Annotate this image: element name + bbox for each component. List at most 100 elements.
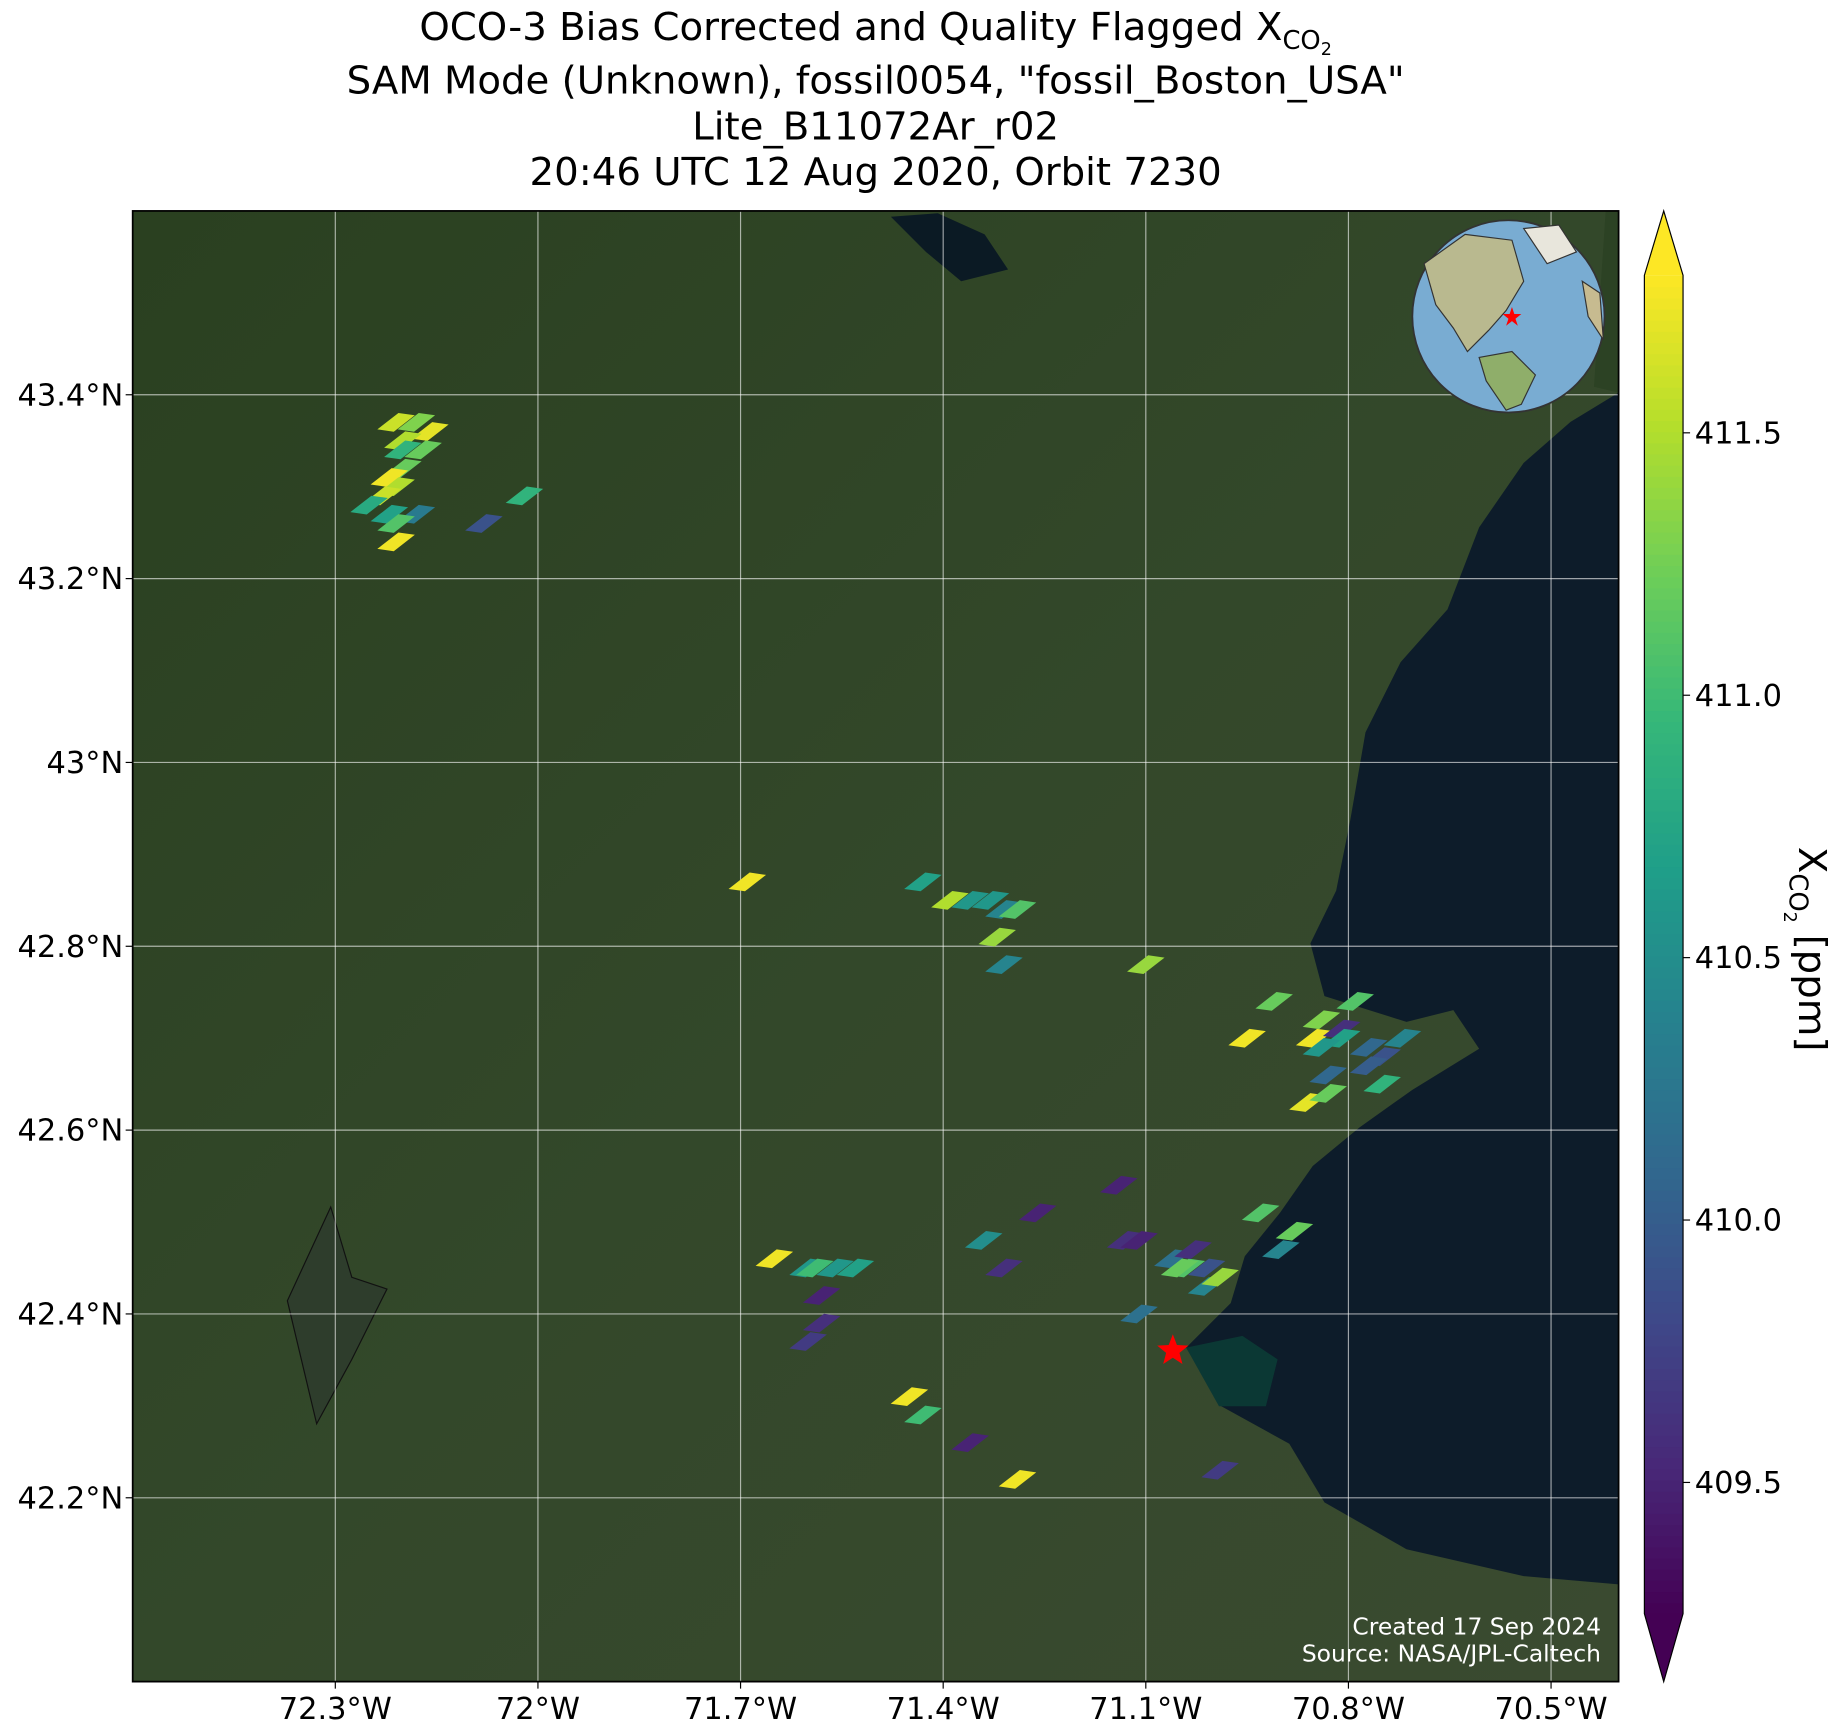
globe-land	[1522, 224, 1578, 265]
sounding	[1201, 1267, 1239, 1287]
colorbar-extend	[1644, 1613, 1684, 1682]
sounding	[384, 440, 422, 460]
colorbar-label: XCO2 [ppm]	[1779, 847, 1834, 1052]
y-tick-label: 43°N	[47, 746, 124, 781]
colorbar-step	[1644, 1479, 1684, 1492]
sounding	[1349, 1056, 1388, 1076]
colorbar-step	[1644, 1569, 1684, 1581]
sounding	[789, 1332, 827, 1351]
y-tick-label: 42.6°N	[17, 1114, 123, 1149]
sounding	[1309, 1083, 1347, 1103]
colorbar-step	[1644, 766, 1684, 778]
sounding	[1201, 1460, 1239, 1480]
sounding	[377, 532, 415, 552]
sounding	[890, 1387, 929, 1407]
sounding	[1349, 1038, 1388, 1057]
colorbar-step	[1644, 777, 1684, 790]
colorbar-step	[1644, 386, 1684, 399]
sounding	[971, 890, 1010, 910]
colorbar-step	[1644, 353, 1684, 366]
colorbar-step	[1644, 844, 1684, 857]
globe-land	[1423, 233, 1525, 353]
colorbar-step	[1644, 1535, 1684, 1548]
sounding	[377, 412, 415, 432]
colorbar-step	[1644, 799, 1684, 812]
colorbar-tick-label: 410.5	[1695, 941, 1782, 976]
colorbar-step	[1644, 319, 1684, 332]
colorbar-tick-label: 411.0	[1695, 679, 1782, 714]
sounding	[1100, 1175, 1138, 1195]
globe-land	[1581, 280, 1604, 341]
globe-marker	[1502, 307, 1522, 326]
sounding	[951, 1433, 989, 1453]
colorbar-step	[1644, 732, 1684, 745]
sounding	[1120, 1231, 1158, 1250]
sounding	[985, 900, 1023, 919]
colorbar-step	[1644, 1312, 1684, 1325]
colorbar-step	[1644, 1022, 1684, 1035]
label-subscript: 2	[1779, 912, 1799, 923]
grid	[132, 210, 1619, 1682]
colorbar-step	[1644, 275, 1684, 288]
chart-title: OCO-3 Bias Corrected and Quality Flagged…	[419, 5, 1332, 60]
sounding	[1255, 992, 1293, 1011]
colorbar-step	[1644, 1457, 1684, 1470]
sounding	[1120, 1304, 1158, 1324]
sounding	[985, 1258, 1023, 1278]
colorbar-step	[1644, 1089, 1684, 1102]
colorbar-step	[1644, 1401, 1684, 1414]
title-subscript: 2	[1321, 40, 1332, 60]
colorbar-step	[1644, 1557, 1684, 1570]
colorbar-step	[1644, 1201, 1684, 1213]
colorbar-step	[1644, 821, 1684, 834]
colorbar-step	[1644, 899, 1684, 912]
colorbar-step	[1644, 1122, 1684, 1135]
colorbar-step	[1644, 621, 1684, 633]
sounding	[370, 504, 409, 524]
sounding	[1383, 1028, 1422, 1048]
sounding	[998, 1470, 1037, 1489]
colorbar-step	[1644, 632, 1684, 645]
colorbar-step	[1644, 1111, 1684, 1124]
colorbar-step	[1644, 1435, 1684, 1448]
colorbar-step	[1644, 1100, 1684, 1113]
lake	[890, 213, 1009, 282]
colorbar-step	[1644, 1212, 1684, 1225]
colorbar-step	[1644, 643, 1684, 656]
annotation: Created 17 Sep 2024	[1352, 1613, 1601, 1641]
sounding	[370, 468, 409, 487]
colorbar-step	[1644, 431, 1684, 444]
sounding	[802, 1286, 841, 1305]
colorbar-step	[1644, 1067, 1684, 1080]
colorbar-step	[1644, 1234, 1684, 1247]
colorbar-step	[1644, 1345, 1684, 1358]
colorbar-step	[1644, 955, 1684, 968]
colorbar-step	[1644, 487, 1684, 500]
sounding	[1174, 1240, 1212, 1259]
colorbar-step	[1644, 1379, 1684, 1392]
colorbar-step	[1644, 453, 1684, 466]
colorbar-step	[1644, 989, 1684, 1001]
sounding	[1018, 1203, 1057, 1223]
sounding	[1160, 1258, 1199, 1278]
x-tick-label: 72°W	[496, 1692, 580, 1727]
title-subscript: CO	[1282, 26, 1320, 56]
colorbar-step	[1644, 1368, 1684, 1381]
colorbar-step	[1644, 476, 1684, 488]
sounding	[1127, 955, 1165, 975]
x-tick-label: 71.1°W	[1089, 1692, 1202, 1727]
harbor	[1186, 1335, 1278, 1407]
sounding	[796, 1258, 834, 1278]
y-tick-label: 43.4°N	[17, 378, 123, 413]
colorbar-step	[1644, 1513, 1684, 1526]
colorbar-step	[1644, 1502, 1684, 1514]
sounding	[397, 412, 436, 432]
colorbar-step	[1644, 699, 1684, 712]
colorbar-step	[1644, 855, 1684, 868]
colorbar-step	[1644, 688, 1684, 700]
colorbar-step	[1644, 1223, 1684, 1236]
sounding	[377, 514, 415, 533]
label-subscript: CO	[1783, 873, 1813, 911]
colorbar-step	[1644, 721, 1684, 734]
